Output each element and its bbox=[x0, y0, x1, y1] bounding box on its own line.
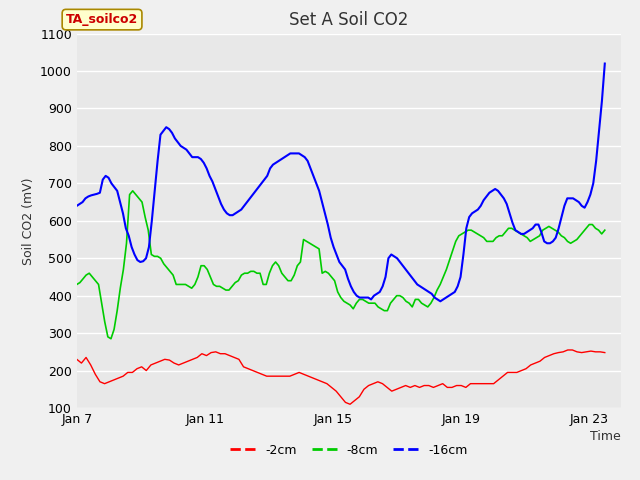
Text: Time: Time bbox=[590, 431, 621, 444]
Y-axis label: Soil CO2 (mV): Soil CO2 (mV) bbox=[22, 177, 35, 264]
Text: TA_soilco2: TA_soilco2 bbox=[66, 13, 138, 26]
Title: Set A Soil CO2: Set A Soil CO2 bbox=[289, 11, 408, 29]
Legend: -2cm, -8cm, -16cm: -2cm, -8cm, -16cm bbox=[225, 439, 472, 462]
